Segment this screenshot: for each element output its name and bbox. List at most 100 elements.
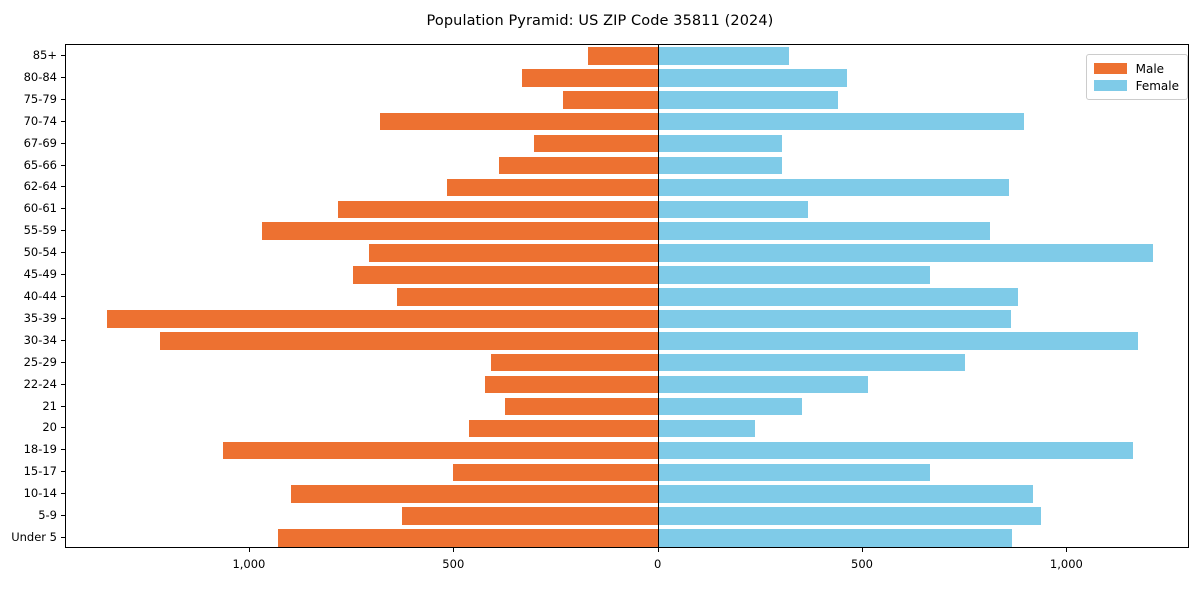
y-axis-tick-mark <box>61 76 65 78</box>
legend-item[interactable]: Female <box>1093 77 1179 94</box>
x-axis-tick-label: 1,000 <box>1049 557 1083 571</box>
bar-male <box>159 332 659 350</box>
y-axis-tick-mark <box>61 98 65 100</box>
y-axis-tick-label: 35-39 <box>23 310 57 325</box>
bar-female <box>658 375 868 394</box>
y-axis-tick-mark <box>61 296 65 297</box>
y-axis-tick-label: 80-84 <box>23 69 57 84</box>
y-axis-tick-mark <box>61 383 65 385</box>
bar-female <box>658 69 848 87</box>
x-axis-tick-label: 500 <box>851 557 873 571</box>
y-axis-tick-label: 70-74 <box>23 113 57 128</box>
y-axis-tick-mark <box>61 317 65 319</box>
y-axis-tick-label: 60-61 <box>23 201 57 216</box>
chart-legend: Male Female <box>1085 54 1188 100</box>
bar-male <box>369 244 659 262</box>
x-axis-tick-label: 1,000 <box>232 557 266 571</box>
bar-row <box>66 310 1188 328</box>
y-axis-tick-label: 45-49 <box>23 267 57 282</box>
y-axis-tick-label: 25-29 <box>23 354 57 369</box>
bar-row <box>66 69 1188 87</box>
bar-row <box>66 134 1188 153</box>
bar-female <box>658 397 802 416</box>
y-axis-tick-mark <box>61 515 65 517</box>
bar-row <box>66 112 1188 131</box>
bar-female <box>658 112 1025 131</box>
y-axis-tick-label: 21 <box>42 398 57 413</box>
bar-female <box>658 419 756 438</box>
bar-female <box>658 507 1041 525</box>
y-axis-tick-label: 75-79 <box>23 91 57 106</box>
y-axis-tick-label: 20 <box>42 420 57 435</box>
bar-male <box>484 375 659 394</box>
bar-female <box>658 178 1009 197</box>
y-axis-tick-label: 85+ <box>32 47 57 62</box>
bar-row <box>66 288 1188 306</box>
y-axis-tick-mark <box>61 208 65 210</box>
y-axis-tick-mark <box>61 537 65 539</box>
bar-row <box>66 353 1188 372</box>
y-axis-tick-mark <box>61 120 65 122</box>
bar-row <box>66 463 1188 482</box>
bar-row <box>66 332 1188 350</box>
bar-row <box>66 244 1188 262</box>
bar-male <box>522 69 659 87</box>
bar-row <box>66 375 1188 394</box>
bar-male <box>277 529 659 547</box>
y-axis-tick-mark <box>61 449 65 451</box>
bar-male <box>107 310 659 328</box>
bar-row <box>66 222 1188 240</box>
bar-male <box>588 47 659 65</box>
y-axis-tick-label: 22-24 <box>23 376 57 391</box>
y-axis-tick-label: 18-19 <box>23 442 57 457</box>
legend-swatch-icon <box>1093 63 1127 74</box>
bar-row <box>66 200 1188 219</box>
y-axis-tick-mark <box>61 405 65 407</box>
bar-row <box>66 156 1188 175</box>
y-axis-tick-label: 40-44 <box>23 289 57 303</box>
bar-male <box>223 441 659 460</box>
x-axis-tick-mark <box>453 548 455 552</box>
y-axis-tick-label: 10-14 <box>23 486 57 501</box>
x-axis-tick-mark <box>1066 548 1068 552</box>
bar-female <box>658 485 1033 503</box>
bar-female <box>658 288 1019 306</box>
y-axis-tick-label: 62-64 <box>23 179 57 194</box>
bar-male <box>498 156 659 175</box>
bar-female <box>658 441 1134 460</box>
y-axis-tick-mark <box>61 164 65 166</box>
x-axis-tick-label: 0 <box>653 557 662 571</box>
bar-female <box>658 310 1011 328</box>
bar-row <box>66 507 1188 525</box>
y-axis-tick-mark <box>61 274 65 276</box>
y-axis-tick-mark <box>61 186 65 188</box>
bar-row <box>66 441 1188 460</box>
y-axis-labels: 85+ 80-84 75-79 70-74 67-69 65-66 62-64 60-61 55… <box>0 44 57 548</box>
bar-female <box>658 332 1139 350</box>
y-axis-tick-mark <box>61 361 65 363</box>
bar-male <box>453 463 659 482</box>
x-axis-tick-mark <box>657 548 659 552</box>
x-axis-tick-label: 500 <box>442 557 465 571</box>
legend-label: Male <box>1135 61 1165 76</box>
bar-male <box>490 353 659 372</box>
bar-row <box>66 419 1188 438</box>
x-axis-tick-mark <box>862 548 864 552</box>
y-axis-tick-mark <box>61 252 65 254</box>
bar-male <box>447 178 659 197</box>
y-axis-tick-mark <box>61 54 65 56</box>
bar-female <box>658 91 839 109</box>
y-axis-tick-label: 55-59 <box>23 223 57 238</box>
bar-female <box>658 529 1013 547</box>
bar-male <box>338 200 659 219</box>
y-axis-tick-label: 30-34 <box>23 332 57 347</box>
y-axis-tick-mark <box>61 493 65 495</box>
legend-item[interactable]: Male <box>1093 60 1179 77</box>
bar-row <box>66 178 1188 197</box>
bar-female <box>658 463 931 482</box>
bar-male <box>261 222 659 240</box>
bar-female <box>658 200 809 219</box>
bar-female <box>658 222 990 240</box>
zero-axis-line <box>657 45 660 547</box>
